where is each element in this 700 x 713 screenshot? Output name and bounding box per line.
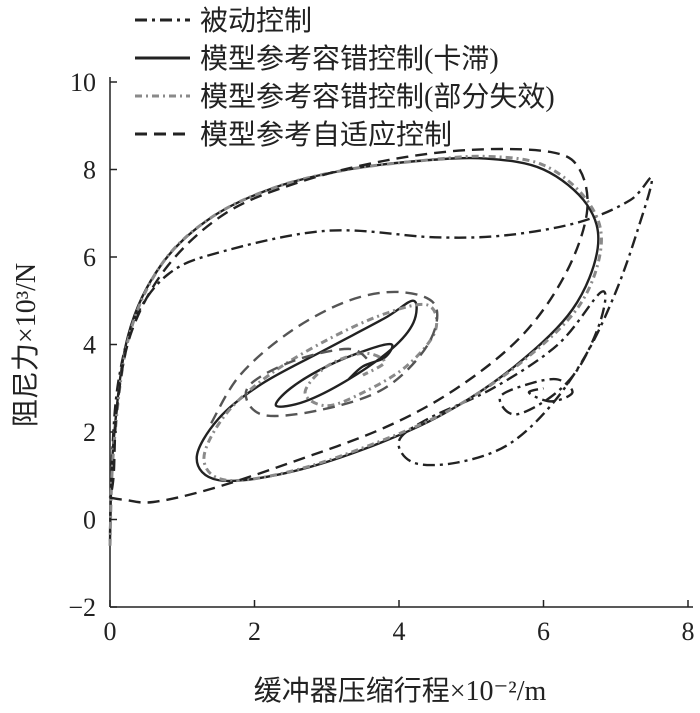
series-line xyxy=(108,156,600,533)
legend-label: 被动控制 xyxy=(200,5,312,37)
x-tick-label: 0 xyxy=(104,617,117,646)
x-axis-label: 缓冲器压缩行程×10⁻²/m xyxy=(254,675,547,707)
y-tick-label: 2 xyxy=(83,418,96,447)
y-tick-label: 8 xyxy=(83,156,96,185)
x-tick-label: 8 xyxy=(682,617,695,646)
y-tick-label: 6 xyxy=(83,243,96,272)
x-tick-label: 2 xyxy=(248,617,261,646)
x-tick-label: 6 xyxy=(537,617,550,646)
series-line xyxy=(108,176,654,542)
y-axis-label: 阻尼力×10³/N xyxy=(10,263,42,427)
y-tick-label: −2 xyxy=(68,593,96,622)
legend-label: 模型参考自适应控制 xyxy=(200,119,452,151)
y-tick-label: 4 xyxy=(83,331,96,360)
x-tick-label: 4 xyxy=(393,617,406,646)
y-tick-label: 10 xyxy=(70,68,96,97)
series-line xyxy=(210,290,439,424)
legend-label: 模型参考容错控制(卡滞) xyxy=(200,43,499,75)
legend-label: 模型参考容错控制(部分失效) xyxy=(200,81,555,113)
y-tick-label: 0 xyxy=(83,506,96,535)
series-line xyxy=(108,147,589,504)
series-line xyxy=(108,154,603,546)
